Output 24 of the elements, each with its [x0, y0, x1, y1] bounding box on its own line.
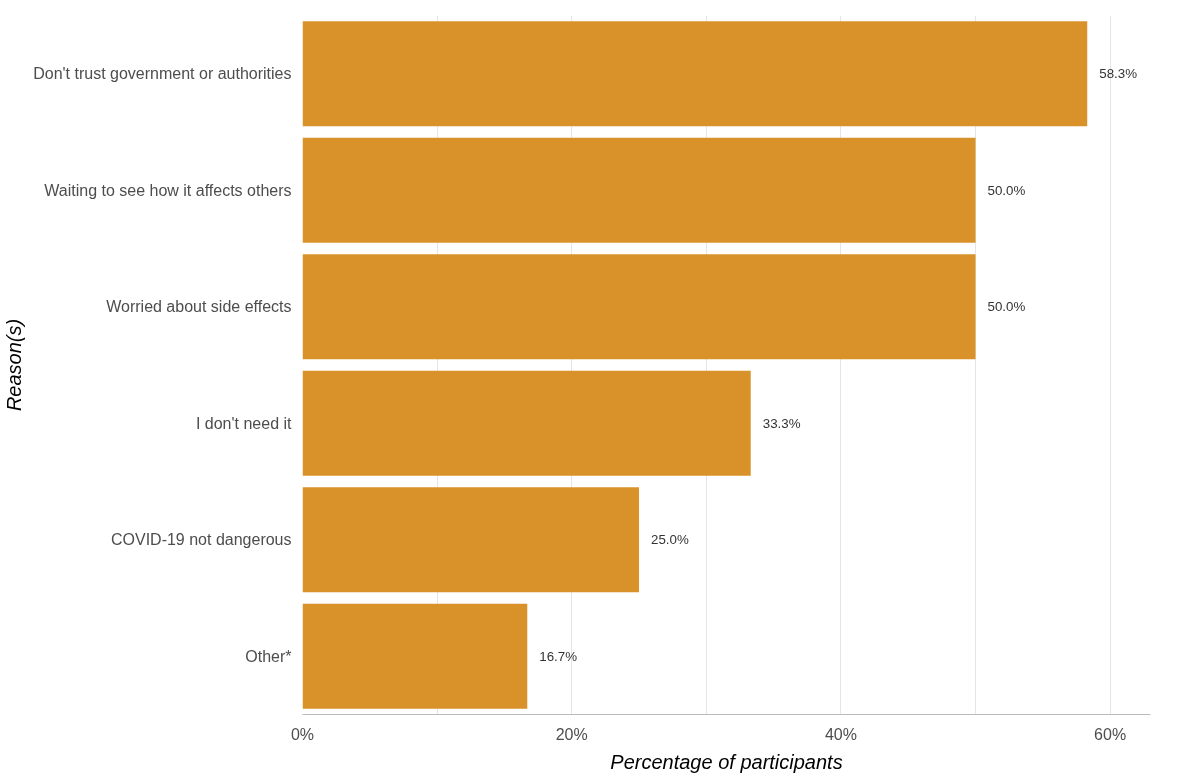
data-label: 58.3% [1099, 66, 1138, 82]
x-tick-label: 0% [290, 725, 315, 743]
data-label: 25.0% [651, 532, 689, 548]
data-label: 50.0% [987, 299, 1026, 315]
bar [302, 254, 976, 360]
y-tick-label: Don't trust government or authorities [33, 65, 292, 83]
y-tick-label: I don't need it [195, 414, 293, 432]
bar [302, 603, 528, 709]
x-axis-title: Percentage of participants [610, 750, 843, 773]
y-tick-label: COVID-19 not dangerous [110, 531, 292, 549]
data-label: 50.0% [987, 182, 1026, 198]
data-label: 16.7% [539, 648, 578, 664]
bar [302, 137, 976, 243]
x-tick-label: 60% [1094, 725, 1127, 743]
y-axis-title: Reason(s) [3, 318, 26, 412]
bar [302, 21, 1088, 127]
y-tick-label: Other* [245, 647, 292, 665]
x-tick-label: 20% [555, 725, 588, 743]
bar [302, 370, 751, 476]
y-tick-label: Worried about side effects [106, 298, 292, 316]
y-tick-label: Waiting to see how it affects others [44, 181, 292, 199]
x-tick-label: 40% [824, 725, 857, 743]
data-label: 33.3% [762, 415, 801, 431]
bar [302, 487, 640, 593]
